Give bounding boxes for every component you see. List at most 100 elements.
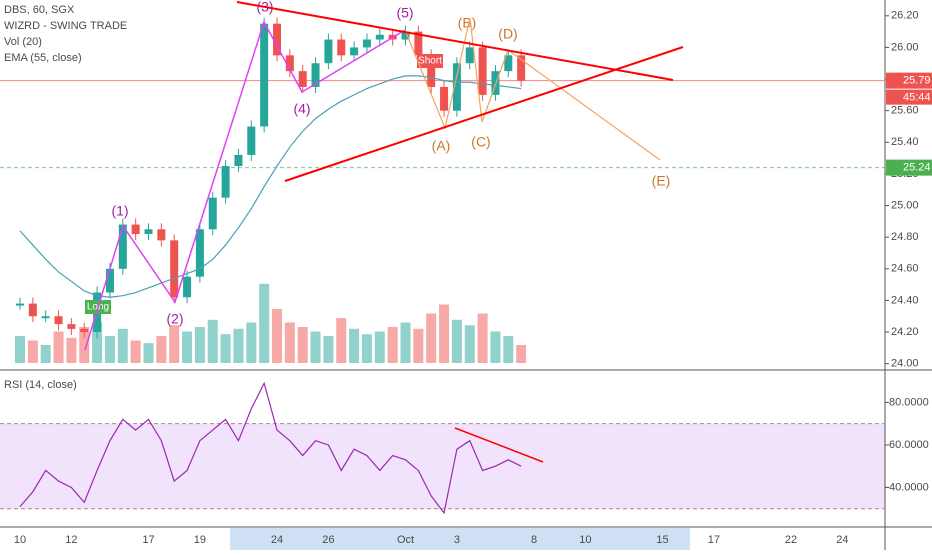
y-tick-label: 24.00	[891, 358, 919, 370]
candle	[67, 324, 76, 329]
y-tick-label: 26.20	[891, 10, 919, 22]
volume-bar	[27, 340, 38, 363]
volume-bar	[439, 304, 450, 363]
volume-bar	[451, 319, 462, 363]
candle	[118, 224, 127, 269]
x-tick-label: 15	[656, 534, 668, 546]
wave-label: (5)	[396, 5, 413, 21]
volume-bar	[207, 319, 218, 363]
volume-bar	[117, 328, 128, 363]
signal-box	[417, 54, 443, 68]
wave-label: (C)	[471, 134, 490, 150]
candle	[195, 229, 204, 277]
volume-bar	[156, 336, 167, 363]
x-tick-label: 17	[708, 534, 720, 546]
candle	[375, 34, 384, 40]
volume-bar	[53, 331, 64, 363]
candle	[311, 63, 320, 87]
candle	[54, 316, 63, 325]
volume-bar	[490, 331, 501, 363]
volume-bar	[246, 322, 257, 363]
candle	[298, 71, 307, 87]
y-tick-label: 24.80	[891, 231, 919, 243]
y2-tick-label: 80.0000	[889, 396, 929, 408]
candle	[105, 268, 114, 293]
countdown: 45:44	[903, 92, 931, 104]
candle	[350, 47, 359, 56]
y-tick-label: 25.40	[891, 136, 919, 148]
wave-label: (E)	[652, 173, 671, 189]
x-tick-label: 22	[785, 534, 797, 546]
price-tag-label: 25.79	[903, 75, 931, 87]
rsi-band	[0, 423, 885, 509]
indicator: EMA (55, close)	[4, 52, 82, 64]
volume-bar	[272, 309, 282, 363]
volume-bar	[284, 322, 295, 363]
volume-bar	[194, 327, 205, 363]
candle	[478, 47, 487, 95]
candle	[234, 154, 243, 167]
volume-bar	[143, 343, 154, 363]
volume-bar	[323, 336, 334, 363]
volume-bar	[182, 331, 193, 363]
abcde-line	[404, 17, 661, 161]
candle	[28, 303, 37, 317]
signal-label: Short	[418, 56, 442, 67]
trendline	[284, 46, 684, 182]
volume-bar	[516, 345, 527, 363]
candle	[401, 31, 410, 40]
volume-bar	[233, 328, 244, 363]
y-tick-label: 24.40	[891, 294, 919, 306]
candle	[504, 55, 513, 72]
volume-bar	[169, 325, 180, 363]
x-tick-label: 10	[14, 534, 26, 546]
volume-bar	[426, 313, 437, 363]
x-tick-label: 24	[271, 534, 283, 546]
x-tick-label: 17	[142, 534, 154, 546]
candle	[324, 39, 333, 64]
candle	[260, 23, 269, 127]
y-tick-label: 25.00	[891, 199, 919, 211]
volume-bar	[66, 337, 77, 363]
candle	[221, 166, 230, 198]
volume-bar	[259, 283, 270, 363]
candle	[452, 63, 461, 111]
rsi-line	[19, 381, 522, 515]
trendline	[236, 1, 674, 81]
countdown-tag	[886, 89, 932, 105]
y2-tick-label: 60.0000	[889, 439, 929, 451]
volume-bar	[503, 336, 514, 363]
candle	[183, 276, 192, 298]
range-highlight	[230, 528, 690, 550]
price-tag	[886, 159, 932, 176]
candle	[440, 86, 449, 111]
title: DBS, 60, SGX	[4, 4, 75, 16]
volume-bar	[336, 318, 347, 363]
x-tick-label: 12	[65, 534, 77, 546]
price-tag-label: 25.24	[903, 162, 931, 174]
candle	[337, 39, 346, 56]
candle	[16, 303, 24, 306]
wave-line	[84, 20, 406, 351]
x-tick-label: 10	[579, 534, 591, 546]
volume-bar	[40, 345, 51, 363]
ema-line	[19, 75, 522, 298]
volume-bar	[349, 328, 360, 363]
candle	[144, 229, 153, 235]
candle	[157, 229, 166, 241]
volume-bar	[361, 334, 372, 363]
candle	[247, 126, 256, 155]
volume-bar	[374, 331, 385, 363]
y2-tick-label: 40.0000	[889, 481, 929, 493]
price-tag	[886, 72, 932, 89]
wave-label: (B)	[458, 15, 477, 31]
wave-label: (4)	[293, 101, 310, 117]
volume-bar	[79, 327, 90, 363]
indicator: Vol (20)	[4, 36, 42, 48]
volume-bar	[220, 334, 231, 363]
rsi-title: RSI (14, close)	[4, 379, 77, 391]
y-tick-label: 24.60	[891, 263, 919, 275]
volume-bar	[297, 327, 308, 363]
volume-bar	[92, 322, 103, 363]
volume-bar	[310, 331, 321, 363]
